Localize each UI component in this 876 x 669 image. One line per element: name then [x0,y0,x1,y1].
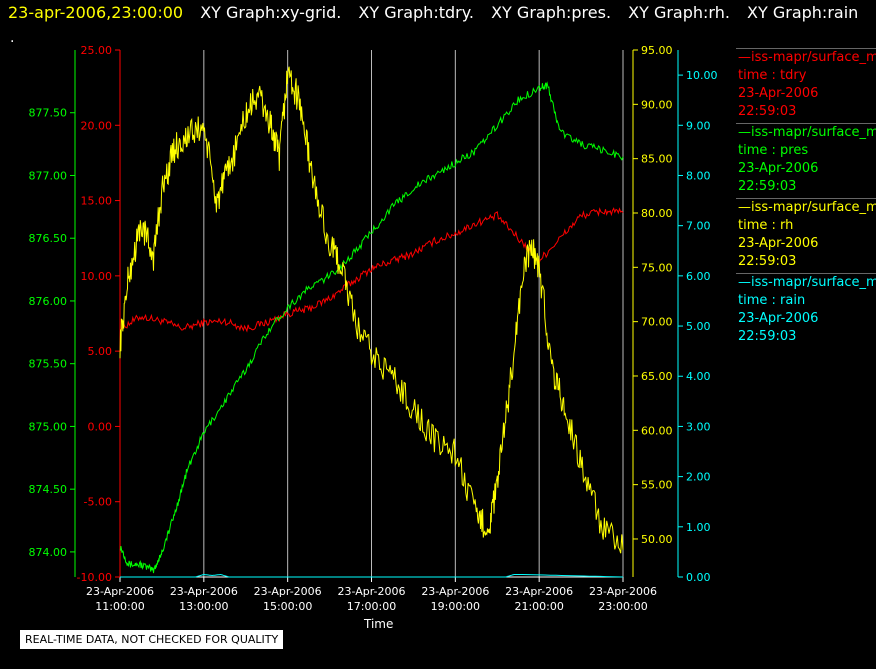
tdry-tick-label: 0.00 [88,420,113,433]
series-line-rh [119,66,624,554]
graph-title-xy-grid: XY Graph:xy-grid. [200,3,342,22]
rh-tick-label: 90.00 [641,98,673,111]
rh-tick-label: 95.00 [641,44,673,57]
chart-header: 23-apr-2006,23:00:00 XY Graph:xy-grid. X… [8,3,858,22]
x-tick-label-date: 23-Apr-2006 [421,585,489,598]
legend-source: —iss-mapr/surface_m [738,125,876,140]
rain-tick-label: 7.00 [686,220,711,233]
legend-item-tdry: —iss-mapr/surface_m time : tdry 23-Apr-2… [736,48,876,123]
pres-tick-label: 875.50 [29,358,68,371]
legend-source: —iss-mapr/surface_m [738,50,876,65]
tdry-tick-label: 25.00 [81,44,113,57]
x-tick-label-date: 23-Apr-2006 [589,585,657,598]
x-tick-label-time: 15:00:00 [263,600,312,613]
rh-tick-label: 65.00 [641,370,673,383]
tdry-tick-label: 5.00 [88,345,113,358]
graph-title-tdry: XY Graph:tdry. [358,3,474,22]
timestamp: 23-apr-2006,23:00:00 [8,3,184,22]
x-tick-label-time: 23:00:00 [598,600,647,613]
rh-tick-label: 75.00 [641,261,673,274]
pres-tick-label: 874.00 [29,546,68,559]
graph-title-rain: XY Graph:rain [747,3,859,22]
rain-tick-label: 8.00 [686,169,711,182]
x-tick-label-date: 23-Apr-2006 [337,585,405,598]
rain-tick-label: 5.00 [686,320,711,333]
legend-date: 23-Apr-2006 [738,311,819,326]
legend-var: time : pres [738,143,809,158]
legend-date: 23-Apr-2006 [738,161,819,176]
x-tick-label-date: 23-Apr-2006 [254,585,322,598]
legend-time: 22:59:03 [738,179,797,194]
legend-var: time : tdry [738,68,807,83]
x-tick-label-date: 23-Apr-2006 [86,585,154,598]
rain-tick-label: 0.00 [686,571,711,584]
pres-tick-label: 876.00 [29,295,68,308]
legend-item-rh: —iss-mapr/surface_m time : rh 23-Apr-200… [736,198,876,273]
legend-date: 23-Apr-2006 [738,236,819,251]
legend-item-pres: —iss-mapr/surface_m time : pres 23-Apr-2… [736,123,876,198]
tdry-tick-label: 15.00 [81,195,113,208]
tdry-tick-label: -5.00 [84,496,112,509]
pres-tick-label: 875.00 [29,420,68,433]
legend-time: 22:59:03 [738,329,797,344]
legend-time: 22:59:03 [738,104,797,119]
x-tick-label-time: 17:00:00 [347,600,396,613]
x-tick-label-time: 19:00:00 [431,600,480,613]
rain-tick-label: 3.00 [686,420,711,433]
rain-tick-label: 1.00 [686,521,711,534]
graph-title-pres: XY Graph:pres. [491,3,612,22]
graph-title-rh: XY Graph:rh. [628,3,730,22]
legend: —iss-mapr/surface_m time : tdry 23-Apr-2… [736,48,876,348]
x-tick-label-time: 13:00:00 [179,600,228,613]
pres-tick-label: 874.50 [29,483,68,496]
rain-tick-label: 9.00 [686,119,711,132]
rh-tick-label: 70.00 [641,316,673,329]
rain-tick-label: 6.00 [686,270,711,283]
legend-date: 23-Apr-2006 [738,86,819,101]
legend-source: —iss-mapr/surface_m [738,275,876,290]
x-tick-label-date: 23-Apr-2006 [505,585,573,598]
rh-tick-label: 55.00 [641,479,673,492]
legend-item-rain: —iss-mapr/surface_m time : rain 23-Apr-2… [736,273,876,348]
rain-tick-label: 10.00 [686,69,718,82]
x-axis-label: Time [364,617,394,631]
x-tick-label-time: 11:00:00 [95,600,144,613]
rain-tick-label: 2.00 [686,471,711,484]
legend-var: time : rain [738,293,806,308]
rh-tick-label: 60.00 [641,424,673,437]
rh-tick-label: 80.00 [641,207,673,220]
series-line-rain [120,574,624,578]
rain-tick-label: 4.00 [686,370,711,383]
quality-note: REAL-TIME DATA, NOT CHECKED FOR QUALITY [20,630,284,649]
tdry-tick-label: 20.00 [81,119,113,132]
pres-tick-label: 877.50 [29,107,68,120]
legend-time: 22:59:03 [738,254,797,269]
tdry-tick-label: -10.00 [77,571,112,584]
tdry-tick-label: 10.00 [81,270,113,283]
pres-tick-label: 876.50 [29,232,68,245]
legend-var: time : rh [738,218,794,233]
rh-tick-label: 85.00 [641,153,673,166]
pres-tick-label: 877.00 [29,169,68,182]
rh-tick-label: 50.00 [641,533,673,546]
marker-dot: . [10,30,15,46]
legend-source: —iss-mapr/surface_m [738,200,876,215]
series-line-pres [119,81,624,574]
x-tick-label-date: 23-Apr-2006 [170,585,238,598]
x-tick-label-time: 21:00:00 [514,600,563,613]
